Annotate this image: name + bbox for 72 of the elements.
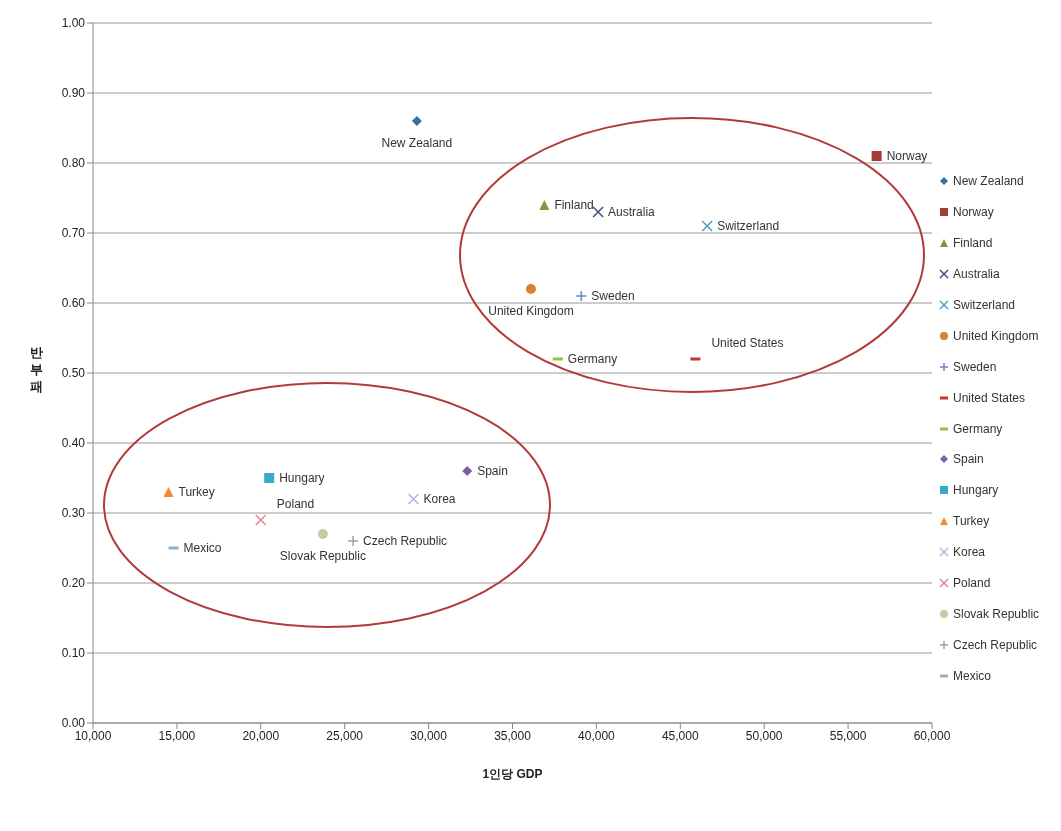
legend-label: Czech Republic	[953, 637, 1038, 652]
point	[347, 535, 359, 547]
y-tick-label: 0.30	[61, 506, 86, 521]
x-tick-label: 10,000	[74, 728, 112, 743]
y-tick-label: 0.10	[61, 646, 86, 661]
x-tick-label: 30,000	[410, 728, 448, 743]
text: Turkey	[178, 485, 215, 499]
x-tick-label: 55,000	[829, 728, 867, 743]
x-tick-label: 50,000	[745, 728, 783, 743]
legend-label: Spain	[953, 452, 984, 467]
text: Spain	[477, 464, 508, 478]
y-tick-label: 0.40	[61, 436, 86, 451]
legend-label: Korea	[953, 545, 986, 560]
x-tick-label: 20,000	[242, 728, 280, 743]
y-tick-label: 0.60	[61, 296, 86, 311]
text: Poland	[276, 497, 315, 511]
point	[317, 529, 328, 539]
point	[539, 200, 550, 210]
legend-label: Finland	[953, 236, 993, 251]
point	[575, 290, 588, 302]
text: Norway	[886, 149, 928, 163]
legend-label: Australia	[953, 267, 1000, 282]
legend-label: Mexico	[953, 668, 992, 683]
y-axis-title: 반부패	[29, 345, 43, 394]
point	[264, 473, 275, 483]
text: Finland	[554, 198, 594, 212]
y-tick-label: 0.80	[61, 156, 86, 171]
legend-label: United Kingdom	[953, 328, 1039, 343]
point	[411, 116, 422, 126]
y-tick-label: 0.20	[61, 576, 86, 591]
point	[701, 220, 713, 232]
legend-label: Norway	[953, 205, 994, 220]
text: United States	[711, 336, 784, 350]
point	[462, 466, 473, 476]
point	[255, 514, 267, 526]
text: United Kingdom	[488, 304, 574, 318]
text: Australia	[608, 205, 655, 219]
legend-label: Switzerland	[953, 298, 1016, 312]
x-tick-label: 60,000	[913, 728, 951, 743]
legend-label: United States	[953, 390, 1026, 405]
point	[407, 493, 420, 505]
text: Hungary	[279, 471, 325, 485]
x-tick-label: 35,000	[494, 728, 532, 743]
y-tick-label: 0.70	[61, 226, 86, 241]
legend-label: Turkey	[953, 514, 990, 529]
legend-label: New Zealand	[953, 174, 1024, 189]
text: Switzerland	[717, 219, 780, 233]
text: Mexico	[183, 541, 222, 555]
y-tick-label: 0.50	[61, 366, 86, 381]
legend-label: Sweden	[953, 359, 997, 374]
text: New Zealand	[381, 136, 453, 150]
x-tick-label: 25,000	[326, 728, 364, 743]
point	[592, 206, 604, 218]
text: Slovak Republic	[279, 549, 366, 563]
point	[163, 487, 174, 497]
legend-label: Poland	[953, 576, 991, 591]
x-tick-label: 45,000	[661, 728, 699, 743]
legend-label: Slovak Republic	[953, 606, 1040, 621]
y-tick-label: 1.00	[61, 16, 86, 31]
x-tick-label: 40,000	[578, 728, 616, 743]
point	[871, 151, 882, 161]
x-tick-label: 15,000	[158, 728, 196, 743]
y-tick-label: 0.90	[61, 86, 86, 101]
text: Sweden	[591, 289, 635, 303]
y-tick-label: 0.00	[61, 716, 86, 731]
text: Germany	[567, 352, 618, 366]
text: Czech Republic	[363, 534, 448, 548]
x-axis-title: 1인당 GDP	[482, 767, 543, 781]
point	[525, 284, 536, 294]
text: Korea	[423, 492, 456, 506]
legend-label: Germany	[953, 421, 1003, 436]
legend-label: Hungary	[953, 483, 999, 498]
